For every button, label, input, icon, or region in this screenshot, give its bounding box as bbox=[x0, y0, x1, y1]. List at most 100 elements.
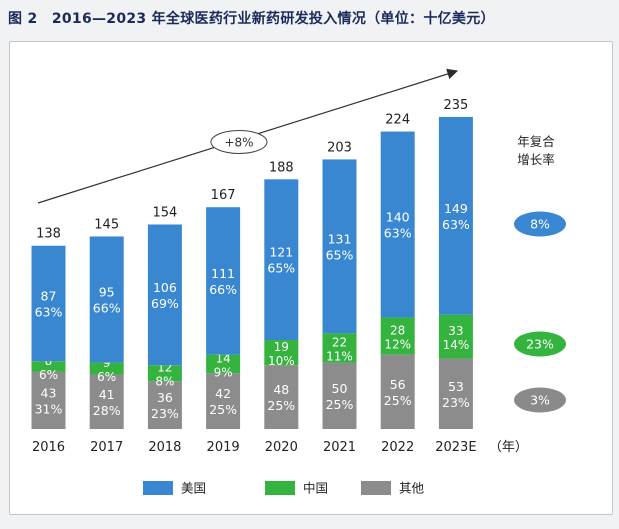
total-label-2023E: 235 bbox=[443, 98, 468, 113]
percent-label-china-2020: 10% bbox=[268, 354, 295, 368]
value-label-china-2022: 28 bbox=[390, 324, 405, 338]
percent-label-us-2016: 63% bbox=[35, 305, 63, 320]
percent-label-other-2018: 23% bbox=[151, 406, 179, 421]
value-label-other-2020: 48 bbox=[273, 382, 289, 397]
percent-label-china-2018: 8% bbox=[155, 375, 174, 389]
bar-segment-china-2020 bbox=[264, 340, 299, 366]
x-tick-label-2019: 2019 bbox=[207, 440, 240, 455]
value-label-us-2016: 87 bbox=[41, 289, 57, 304]
chart-panel: +8% 年复合 增长率 4331%86%8763%1384128%96%9566… bbox=[9, 41, 613, 515]
bar-segment-other-2017 bbox=[89, 374, 124, 429]
value-label-other-2023E: 53 bbox=[448, 379, 464, 394]
bar-segment-us-2016 bbox=[31, 245, 66, 362]
bar-segment-us-2023E bbox=[438, 116, 473, 315]
percent-label-us-2022: 63% bbox=[384, 225, 412, 240]
percent-label-us-2018: 69% bbox=[151, 296, 179, 311]
growth-arrow-label: +8% bbox=[224, 136, 253, 150]
percent-label-other-2019: 25% bbox=[209, 402, 237, 417]
value-label-china-2021: 22 bbox=[332, 335, 347, 349]
total-label-2019: 167 bbox=[211, 188, 236, 203]
total-label-2021: 203 bbox=[327, 140, 352, 155]
x-tick-label-2022: 2022 bbox=[381, 440, 414, 455]
percent-label-china-2023E: 14% bbox=[443, 338, 470, 352]
percent-label-us-2023E: 63% bbox=[442, 217, 470, 232]
bar-segment-us-2019 bbox=[206, 207, 241, 355]
cagr-title-line-2: 增长率 bbox=[517, 152, 555, 167]
value-label-us-2022: 140 bbox=[386, 209, 410, 224]
percent-label-other-2017: 28% bbox=[93, 403, 121, 418]
cagr-value-us: 8% bbox=[530, 217, 550, 232]
percent-label-us-2021: 65% bbox=[326, 247, 354, 262]
legend-swatch-other bbox=[361, 481, 391, 495]
total-label-2018: 154 bbox=[152, 205, 177, 220]
cagr-badge-other bbox=[514, 387, 566, 413]
percent-label-other-2020: 25% bbox=[267, 398, 295, 413]
bar-segment-china-2018 bbox=[147, 365, 182, 382]
bar-segment-us-2018 bbox=[147, 224, 182, 366]
x-axis-labels: 2016 2017 2018 2019 2020 2021 2022 2023E （年） bbox=[32, 440, 528, 455]
total-label-2017: 145 bbox=[94, 217, 119, 232]
cagr-title-line-1: 年复合 bbox=[517, 134, 555, 149]
bar-segment-us-2017 bbox=[89, 236, 124, 363]
stacked-bar-chart: +8% 年复合 增长率 4331%86%8763%1384128%96%9566… bbox=[31, 68, 566, 496]
x-tick-label-2017: 2017 bbox=[90, 440, 123, 455]
percent-label-other-2022: 25% bbox=[384, 393, 412, 408]
value-label-us-2023E: 149 bbox=[444, 201, 468, 216]
x-tick-label-2021: 2021 bbox=[323, 440, 356, 455]
x-tick-label-2018: 2018 bbox=[148, 440, 181, 455]
chart-legend: 美国 中国 其他 bbox=[143, 481, 425, 496]
value-label-other-2021: 50 bbox=[332, 381, 348, 396]
bar-segment-other-2016 bbox=[31, 371, 66, 429]
legend-label-china: 中国 bbox=[303, 481, 328, 496]
bar-segment-us-2020 bbox=[264, 179, 299, 341]
bar-segment-china-2022 bbox=[380, 317, 415, 355]
percent-label-china-2016: 6% bbox=[39, 368, 58, 382]
legend-swatch-china bbox=[265, 481, 295, 495]
bar-segment-china-2023E bbox=[438, 314, 473, 359]
value-label-other-2018: 36 bbox=[157, 390, 173, 405]
legend-swatch-us bbox=[143, 481, 173, 495]
percent-label-us-2017: 66% bbox=[93, 301, 121, 316]
value-label-us-2020: 121 bbox=[269, 245, 293, 260]
value-label-us-2017: 95 bbox=[99, 285, 115, 300]
legend-label-other: 其他 bbox=[399, 481, 425, 496]
percent-label-us-2020: 65% bbox=[267, 261, 295, 276]
total-label-2016: 138 bbox=[36, 227, 61, 242]
bar-segment-us-2021 bbox=[322, 159, 357, 334]
value-label-china-2023E: 33 bbox=[448, 324, 463, 338]
bar-segment-other-2022 bbox=[380, 354, 415, 429]
bar-segment-us-2022 bbox=[380, 131, 415, 318]
bar-group: 4331%86%8763%1384128%96%9566%1453623%128… bbox=[31, 98, 473, 429]
bar-segment-china-2016 bbox=[31, 361, 66, 372]
x-tick-label-2020: 2020 bbox=[265, 440, 298, 455]
bar-segment-other-2019 bbox=[206, 373, 241, 429]
percent-label-china-2022: 12% bbox=[384, 338, 411, 352]
cagr-badge-china bbox=[514, 331, 566, 357]
cagr-value-china: 23% bbox=[526, 337, 554, 352]
cagr-badges: 8% 23% 3% bbox=[514, 211, 566, 413]
value-label-us-2021: 131 bbox=[328, 231, 352, 246]
percent-label-other-2016: 31% bbox=[35, 401, 63, 416]
percent-label-other-2021: 25% bbox=[326, 397, 354, 412]
value-label-us-2018: 106 bbox=[153, 280, 177, 295]
value-label-china-2019: 14 bbox=[215, 351, 230, 365]
percent-label-china-2021: 11% bbox=[326, 349, 353, 363]
percent-label-other-2023E: 23% bbox=[442, 395, 470, 410]
bar-segment-china-2017 bbox=[89, 362, 124, 375]
value-label-other-2019: 42 bbox=[215, 386, 231, 401]
legend-label-us: 美国 bbox=[181, 481, 206, 496]
value-label-us-2019: 111 bbox=[211, 266, 235, 281]
value-label-other-2022: 56 bbox=[390, 377, 406, 392]
total-label-2020: 188 bbox=[269, 160, 294, 175]
value-label-china-2017: 9 bbox=[103, 356, 111, 370]
x-tick-label-2016: 2016 bbox=[32, 440, 65, 455]
percent-label-us-2019: 66% bbox=[209, 282, 237, 297]
bar-segment-other-2021 bbox=[322, 362, 357, 429]
cagr-badge-us bbox=[514, 211, 566, 237]
chart-caption: 图 2 2016—2023 年全球医药行业新药研发投入情况（单位：十亿美元） bbox=[8, 11, 495, 27]
bar-segment-other-2020 bbox=[264, 365, 299, 429]
bar-segment-other-2018 bbox=[147, 381, 182, 429]
total-label-2022: 224 bbox=[385, 113, 410, 128]
cagr-value-other: 3% bbox=[530, 393, 550, 408]
x-axis-unit-label: （年） bbox=[489, 440, 528, 455]
